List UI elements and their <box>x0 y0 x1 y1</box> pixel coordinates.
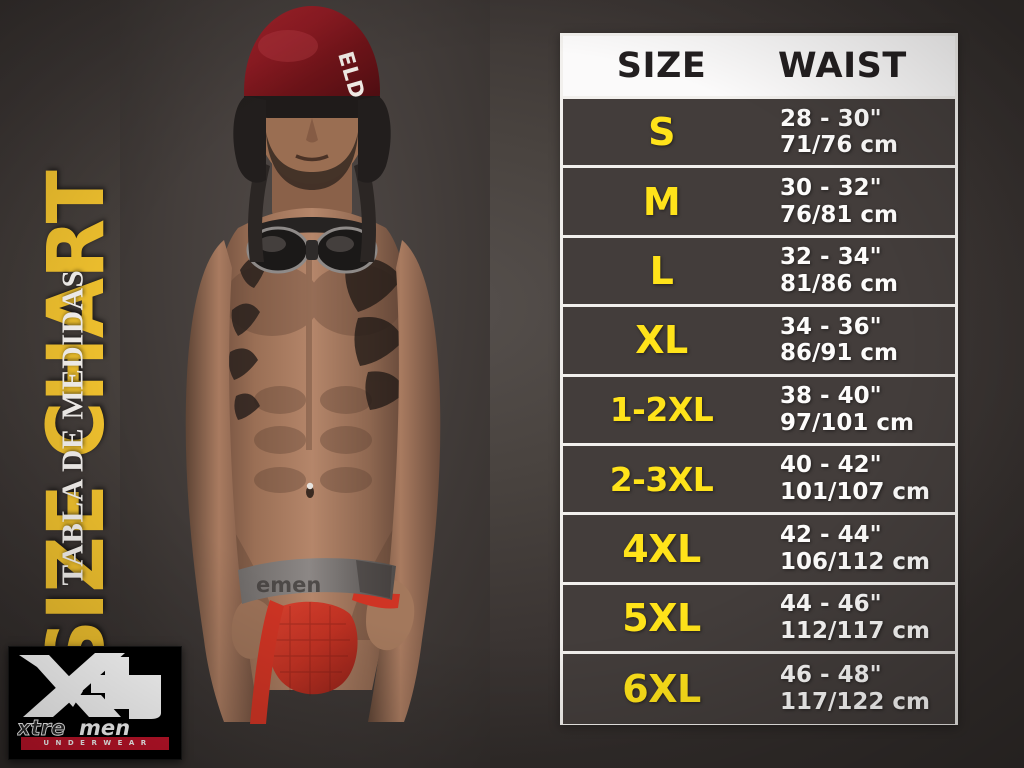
waist-inches: 38 - 40" <box>780 383 882 410</box>
size-value: 1-2XL <box>609 390 714 430</box>
waist-inches: 32 - 34" <box>780 244 882 271</box>
size-value: S <box>648 110 675 155</box>
waist-cm: 71/76 cm <box>780 132 899 159</box>
waist-cm: 101/107 cm <box>780 479 931 506</box>
table-header-row: SIZE WAIST <box>563 36 955 99</box>
waist-cm: 76/81 cm <box>780 201 899 228</box>
waist-cm: 106/112 cm <box>780 548 931 575</box>
column-header-waist: WAIST <box>778 45 907 86</box>
svg-text:men: men <box>79 717 130 739</box>
size-value: 5XL <box>622 595 701 640</box>
size-chart-table: SIZE WAIST S 28 - 30" 71/76 cm M 30 - 32… <box>560 33 958 725</box>
table-row: 5XL 44 - 46" 112/117 cm <box>563 584 955 655</box>
table-row: S 28 - 30" 71/76 cm <box>563 99 955 169</box>
table-row: 4XL 42 - 44" 106/112 cm <box>563 515 955 585</box>
model-photo: emen <box>120 0 490 768</box>
waist-cm: 86/91 cm <box>780 340 899 367</box>
table-row: 2-3XL 40 - 42" 101/107 cm <box>563 445 955 516</box>
waist-value: 46 - 48" 117/122 cm <box>768 662 955 715</box>
svg-text:emen: emen <box>256 573 321 597</box>
svg-text:xtre: xtre <box>17 717 65 739</box>
table-row: M 30 - 32" 76/81 cm <box>563 168 955 238</box>
waist-value: 42 - 44" 106/112 cm <box>768 522 955 575</box>
waist-cm: 81/86 cm <box>780 270 899 297</box>
waist-value: 38 - 40" 97/101 cm <box>768 383 955 436</box>
size-value: M <box>642 179 681 224</box>
waist-inches: 30 - 32" <box>780 174 882 201</box>
table-row: L 32 - 34" 81/86 cm <box>563 237 955 308</box>
waist-inches: 28 - 30" <box>780 105 882 132</box>
waist-inches: 40 - 42" <box>780 452 882 479</box>
waist-value: 34 - 36" 86/91 cm <box>768 314 955 367</box>
logo-monogram-icon <box>19 653 161 719</box>
waist-value: 28 - 30" 71/76 cm <box>768 106 955 159</box>
size-value: L <box>649 248 674 293</box>
waist-inches: 34 - 36" <box>780 313 882 340</box>
waist-cm: 97/101 cm <box>780 409 915 436</box>
waist-value: 40 - 42" 101/107 cm <box>768 452 955 505</box>
size-value: 6XL <box>622 666 701 711</box>
waist-value: 32 - 34" 81/86 cm <box>768 244 955 297</box>
waist-inches: 42 - 44" <box>780 521 882 548</box>
table-row: 1-2XL 38 - 40" 97/101 cm <box>563 376 955 446</box>
size-value: XL <box>635 318 688 363</box>
size-value: 4XL <box>622 526 701 571</box>
waist-cm: 112/117 cm <box>780 617 931 644</box>
waist-inches: 46 - 48" <box>780 662 882 689</box>
waist-cm: 117/122 cm <box>780 688 931 715</box>
brand-logo: xtre men UNDERWEAR <box>8 646 182 760</box>
logo-tagline: UNDERWEAR <box>21 737 169 750</box>
waist-value: 44 - 46" 112/117 cm <box>768 591 955 644</box>
page-subtitle: TABLA DE MEDIDAS <box>54 269 90 586</box>
logo-wordmark: xtre men <box>17 717 130 739</box>
size-value: 2-3XL <box>609 459 714 499</box>
table-row: 6XL 46 - 48" 117/122 cm <box>563 654 955 724</box>
waist-inches: 44 - 46" <box>780 591 882 618</box>
table-row: XL 34 - 36" 86/91 cm <box>563 307 955 377</box>
waist-value: 30 - 32" 76/81 cm <box>768 175 955 228</box>
column-header-size: SIZE <box>616 45 707 86</box>
